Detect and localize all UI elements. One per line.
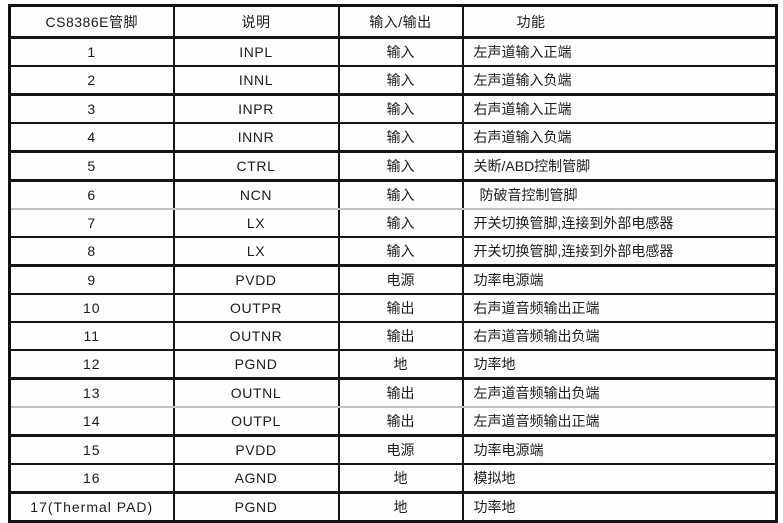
table-row: 1 INPL 输入 左声道输入正端 [8,36,778,67]
header-description: 说明 [172,4,340,39]
table-body: 1 INPL 输入 左声道输入正端 2 INNL 输入 左声道输入负端 3 IN… [8,36,778,523]
pin-name-cell: INPR [172,93,340,124]
table-row: 12 PGND 地 功率地 [8,349,778,380]
table-header-row: CS8386E管脚 说明 输入/输出 功能 [8,4,778,39]
function-cell: 右声道输入负端 [461,122,778,153]
function-cell: 开关切换管脚,连接到外部电感器 [461,208,778,238]
pin-name-cell: OUTNL [172,377,340,408]
pin-number-cell: 6 [8,179,175,210]
pin-name-cell: INPL [172,36,340,67]
io-type-cell: 输入 [337,208,464,238]
io-type-cell: 电源 [337,434,464,465]
function-cell: 左声道输入正端 [461,36,778,67]
function-cell: 防破音控制管脚 [461,179,778,210]
pin-name-cell: PGND [172,491,340,523]
table-row: 5 CTRL 输入 关断/ABD控制管脚 [8,150,778,182]
pin-number-cell: 12 [8,349,175,380]
table-row: 14 OUTPL 输出 左声道音频输出正端 [8,406,778,437]
function-cell: 右声道音频输出正端 [461,293,778,323]
io-type-cell: 输出 [337,406,464,437]
table-row: 6 NCN 输入 防破音控制管脚 [8,179,778,210]
pin-name-cell: PVDD [172,264,340,295]
header-io: 输入/输出 [337,4,464,39]
pin-number-cell: 10 [8,293,175,323]
pin-number-cell: 9 [8,264,175,295]
io-type-cell: 输出 [337,293,464,323]
io-type-cell: 输入 [337,65,464,96]
table-row: 15 PVDD 电源 功率电源端 [8,434,778,465]
io-type-cell: 地 [337,349,464,380]
pin-name-cell: AGND [172,463,340,494]
io-type-cell: 地 [337,463,464,494]
header-function: 功能 [461,4,778,39]
pin-number-cell: 8 [8,236,175,267]
pin-number-cell: 11 [8,321,175,351]
function-cell: 开关切换管脚,连接到外部电感器 [461,236,778,267]
pin-name-cell: PGND [172,349,340,380]
pin-name-cell: OUTPL [172,406,340,437]
pin-name-cell: PVDD [172,434,340,465]
function-cell: 功率电源端 [461,434,778,465]
function-cell: 左声道音频输出负端 [461,377,778,408]
function-cell: 功率地 [461,491,778,523]
table-row: 8 LX 输入 开关切换管脚,连接到外部电感器 [8,236,778,267]
io-type-cell: 输入 [337,179,464,210]
table-row: 7 LX 输入 开关切换管脚,连接到外部电感器 [8,208,778,238]
pin-number-cell: 3 [8,93,175,124]
pin-number-cell: 5 [8,150,175,182]
pin-number-cell: 2 [8,65,175,96]
io-type-cell: 输入 [337,122,464,153]
table-row: 2 INNL 输入 左声道输入负端 [8,65,778,96]
table-row: 10 OUTPR 输出 右声道音频输出正端 [8,293,778,323]
pin-number-cell: 4 [8,122,175,153]
pin-number-cell: 17(Thermal PAD) [8,491,175,523]
pin-name-cell: OUTPR [172,293,340,323]
header-pin: CS8386E管脚 [8,4,175,39]
function-cell: 右声道音频输出负端 [461,321,778,351]
function-cell: 左声道音频输出正端 [461,406,778,437]
function-cell: 功率电源端 [461,264,778,295]
io-type-cell: 输入 [337,93,464,124]
function-cell: 模拟地 [461,463,778,494]
pin-number-cell: 1 [8,36,175,67]
io-type-cell: 电源 [337,264,464,295]
function-cell: 右声道输入正端 [461,93,778,124]
pin-name-cell: INNR [172,122,340,153]
table-row: 3 INPR 输入 右声道输入正端 [8,93,778,124]
pin-name-cell: LX [172,208,340,238]
pin-number-cell: 16 [8,463,175,494]
io-type-cell: 输入 [337,36,464,67]
pin-number-cell: 13 [8,377,175,408]
function-cell: 功率地 [461,349,778,380]
table-row: 13 OUTNL 输出 左声道音频输出负端 [8,377,778,408]
pin-name-cell: INNL [172,65,340,96]
pin-name-cell: OUTNR [172,321,340,351]
pin-description-table: CS8386E管脚 说明 输入/输出 功能 1 INPL 输入 左声道输入正端 … [8,4,778,523]
pin-number-cell: 15 [8,434,175,465]
table-row: 9 PVDD 电源 功率电源端 [8,264,778,295]
io-type-cell: 地 [337,491,464,523]
pin-name-cell: LX [172,236,340,267]
pin-number-cell: 7 [8,208,175,238]
table-row: 17(Thermal PAD) PGND 地 功率地 [8,491,778,523]
table-row: 4 INNR 输入 右声道输入负端 [8,122,778,153]
io-type-cell: 输出 [337,321,464,351]
table-row: 11 OUTNR 输出 右声道音频输出负端 [8,321,778,351]
io-type-cell: 输入 [337,236,464,267]
function-cell: 左声道输入负端 [461,65,778,96]
io-type-cell: 输入 [337,150,464,182]
pin-name-cell: CTRL [172,150,340,182]
io-type-cell: 输出 [337,377,464,408]
pin-name-cell: NCN [172,179,340,210]
pin-number-cell: 14 [8,406,175,437]
table-row: 16 AGND 地 模拟地 [8,463,778,494]
function-cell: 关断/ABD控制管脚 [461,150,778,182]
